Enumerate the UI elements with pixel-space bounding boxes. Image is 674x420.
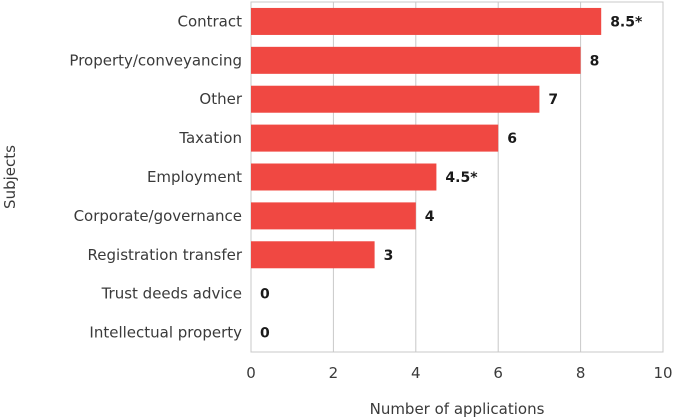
category-label: Other [199, 90, 242, 108]
bar [251, 124, 499, 152]
value-label: 0 [260, 326, 270, 342]
x-tick-label: 4 [411, 364, 421, 382]
value-labels: 8.5* 8 7 6 4.5* 4 3 0 0 [260, 14, 643, 341]
category-label: Employment [147, 168, 242, 186]
x-tick-label: 6 [493, 364, 503, 382]
x-tick-label: 0 [246, 364, 256, 382]
category-label: Intellectual property [89, 324, 242, 342]
category-label: Property/conveyancing [69, 51, 242, 69]
value-label: 3 [384, 248, 394, 264]
bar [251, 163, 437, 191]
value-label: 4 [425, 209, 435, 225]
category-label: Trust deeds advice [101, 285, 242, 303]
bar [251, 85, 540, 113]
category-labels: Contract Property/conveyancing Other Taxati… [69, 12, 242, 341]
category-label: Registration transfer [88, 246, 243, 264]
bar [251, 241, 375, 269]
value-label: 7 [548, 92, 558, 108]
value-label: 6 [507, 131, 517, 147]
bar [251, 202, 416, 230]
x-tick-label: 10 [653, 364, 672, 382]
bars [251, 7, 602, 269]
bar [251, 46, 581, 74]
x-tick-label: 8 [576, 364, 586, 382]
value-label: 8.5* [610, 14, 643, 30]
bar [251, 7, 602, 35]
x-tick-label: 2 [329, 364, 339, 382]
value-label: 0 [260, 287, 270, 303]
x-tick-labels: 0 2 4 6 8 10 [246, 364, 672, 382]
value-label: 4.5* [445, 170, 478, 186]
category-label: Corporate/governance [74, 207, 242, 225]
y-axis-title: Subjects [1, 145, 19, 209]
category-label: Taxation [178, 129, 242, 147]
x-axis-title: Number of applications [370, 400, 545, 418]
category-label: Contract [177, 12, 242, 30]
value-label: 8 [590, 53, 600, 69]
